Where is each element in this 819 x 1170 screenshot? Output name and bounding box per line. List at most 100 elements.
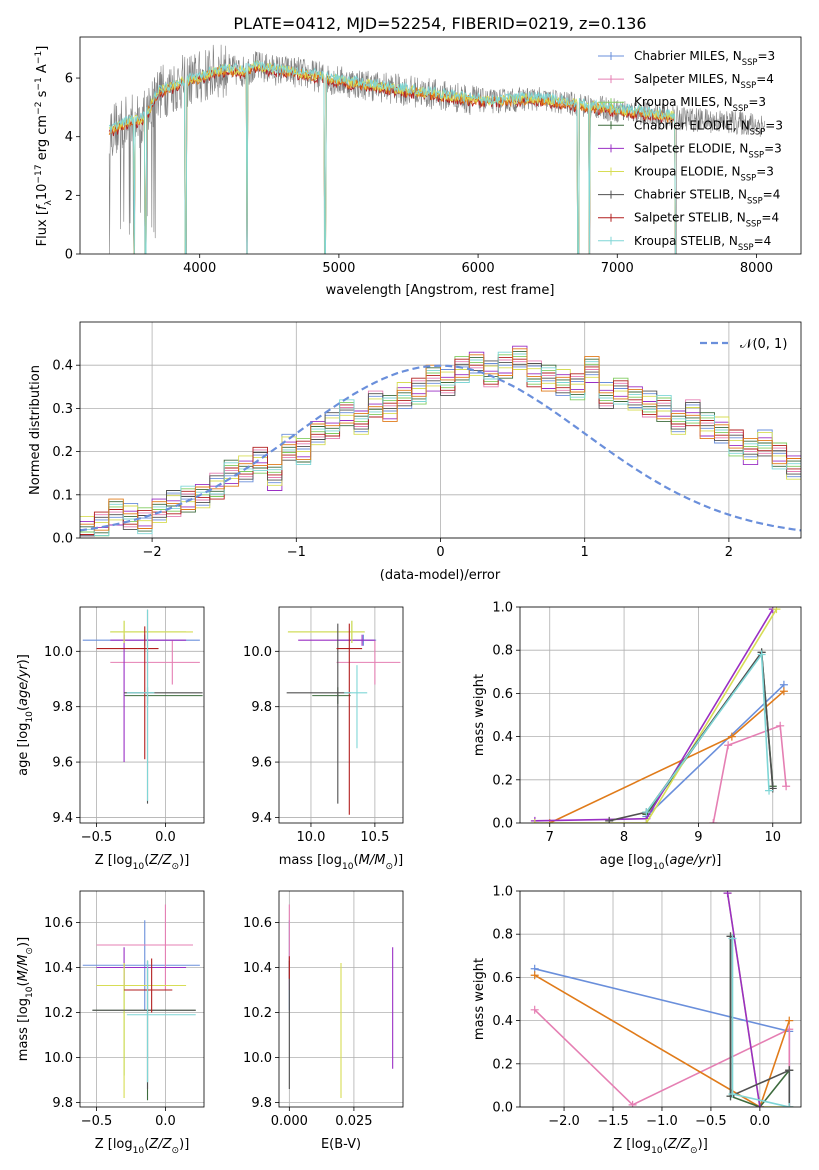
plot-area	[286, 620, 401, 815]
plot-area	[288, 904, 394, 1098]
series-line	[712, 724, 787, 823]
y-tick-label: 9.8	[251, 1096, 272, 1111]
x-tick-label: 7	[546, 830, 554, 845]
errorbar-point	[92, 960, 196, 1101]
series-marker	[785, 1066, 794, 1075]
y-tick-label: 10.0	[243, 645, 272, 660]
y-tick-label: 0.0	[492, 1101, 513, 1116]
series-marker	[776, 721, 785, 730]
plot-area	[108, 44, 766, 254]
series-marker	[779, 687, 788, 696]
legend-label: Chabrier MILES, NSSP=3	[634, 49, 775, 67]
x-tick-label: 7000	[601, 261, 634, 276]
series-marker	[765, 786, 774, 795]
y-tick-label: 0.8	[492, 644, 513, 659]
y-tick-label: 10.4	[44, 961, 73, 976]
y-tick-label: 10.2	[243, 1006, 272, 1021]
panel-mass-vs-ebv: 0.000 0.025 9.8 10.0 10.2 10.4 10.6 E(B-V)	[243, 890, 404, 1152]
errorbar-point	[96, 963, 180, 1076]
series-line	[534, 974, 791, 1107]
x-tick-label: 0.000	[271, 1114, 308, 1129]
y-tick-label: 0.4	[492, 730, 513, 745]
series-marker	[530, 819, 539, 823]
errorbar-point	[110, 640, 200, 685]
y-axis-label: mass [log10(M/M⊙)]	[16, 937, 35, 1061]
x-tick-label: 0.0	[155, 830, 176, 845]
y-axis-label: age [log10(age/yr)]	[16, 654, 35, 776]
y-axis-label: Normed distribution	[28, 365, 43, 495]
series-line	[534, 608, 774, 822]
series-marker	[785, 1016, 794, 1025]
x-tick-label: −1.0	[646, 1114, 678, 1129]
x-tick-label: 4000	[183, 261, 216, 276]
panel-age-vs-mass: 10.0 10.5 9.4 9.6 9.8 10.0 mass [log10(M/M⊙)]	[243, 606, 404, 872]
x-tick-label: −0.5	[81, 830, 113, 845]
x-tick-label: 1	[581, 545, 589, 560]
y-tick-label: 10.4	[243, 961, 272, 976]
series-marker	[728, 1090, 737, 1099]
weight-series	[642, 650, 774, 817]
panel-weight-vs-age: 7 8 9 10 0.0 0.2 0.4 0.6 0.8 1.0 age [log10(age/yr…	[472, 601, 802, 872]
errorbar-point	[336, 640, 401, 685]
y-tick-label: 9.6	[251, 756, 272, 771]
y-tick-label: 9.6	[52, 756, 73, 771]
y-tick-label: 0.8	[492, 928, 513, 943]
x-tick-label: 10	[764, 830, 781, 845]
errorbar-point	[344, 665, 368, 749]
y-tick-label: 6	[65, 72, 73, 87]
errorbar-point	[96, 904, 193, 990]
series-marker	[642, 808, 651, 817]
series-line	[549, 690, 785, 823]
figure-title: PLATE=0412, MJD=52254, FIBERID=0219, z=0…	[233, 14, 646, 33]
x-tick-label: 10.5	[360, 830, 389, 845]
axes-frame	[79, 890, 205, 1108]
series-line	[729, 936, 791, 1107]
x-tick-label: −2.0	[548, 1114, 580, 1129]
legend-label: Salpeter ELODIE, NSSP=3	[634, 141, 782, 159]
x-tick-label: 10.0	[296, 830, 325, 845]
axes-frame	[278, 606, 404, 824]
legend-label: Chabrier STELIB, NSSP=4	[634, 188, 780, 206]
series-line	[645, 650, 774, 815]
x-tick-label: 8	[620, 830, 628, 845]
y-tick-label: 1.0	[492, 885, 513, 900]
errorbar-point	[286, 623, 351, 804]
errorbar-point	[96, 947, 187, 990]
y-tick-label: 10.0	[243, 1051, 272, 1066]
errorbar-point	[82, 920, 200, 1011]
panel-age-vs-z: −0.5 0.0 9.4 9.6 9.8 10.0 Z [log10(Z/Z⊙)] age […	[16, 606, 205, 872]
legend-label: Salpeter MILES, NSSP=4	[634, 72, 774, 90]
y-tick-label: 0.0	[492, 817, 513, 832]
plot-area	[80, 345, 801, 537]
x-axis-label: Z [log10(Z/Z⊙)]	[95, 853, 190, 872]
x-tick-label: 0.0	[155, 1114, 176, 1129]
x-axis-label: wavelength [Angstrom, rest frame]	[326, 283, 555, 298]
series-marker	[530, 1005, 539, 1014]
series-marker	[724, 741, 733, 750]
y-tick-label: 10.6	[243, 916, 272, 931]
x-tick-label: −0.5	[81, 1114, 113, 1129]
y-tick-label: 0.4	[52, 359, 73, 374]
y-tick-label: 10.0	[44, 1051, 73, 1066]
weight-series	[709, 721, 791, 823]
axes-frame	[79, 606, 205, 824]
x-axis-label: mass [log10(M/M⊙)]	[279, 853, 403, 872]
x-tick-label: −1.5	[597, 1114, 629, 1129]
legend-label: Kroupa STELIB, NSSP=4	[634, 234, 771, 252]
x-axis-label: Z [log10(Z/Z⊙)]	[613, 1137, 708, 1156]
errorbar-point	[126, 609, 155, 801]
gridlines	[80, 891, 204, 1107]
y-tick-label: 0.6	[492, 687, 513, 702]
y-axis-label: mass weight	[472, 958, 487, 1040]
x-tick-label: −1	[287, 545, 306, 560]
x-axis-label: E(B-V)	[321, 1137, 361, 1152]
x-axis-label: Z [log10(Z/Z⊙)]	[95, 1137, 190, 1156]
x-tick-label: 0	[436, 545, 444, 560]
errorbar-point	[336, 623, 363, 815]
errorbar-point	[298, 634, 375, 646]
gridlines	[80, 607, 204, 823]
x-tick-label: 5000	[322, 261, 355, 276]
y-tick-label: 0.3	[52, 402, 73, 417]
y-tick-label: 9.8	[52, 1096, 73, 1111]
y-tick-label: 4	[65, 130, 73, 145]
